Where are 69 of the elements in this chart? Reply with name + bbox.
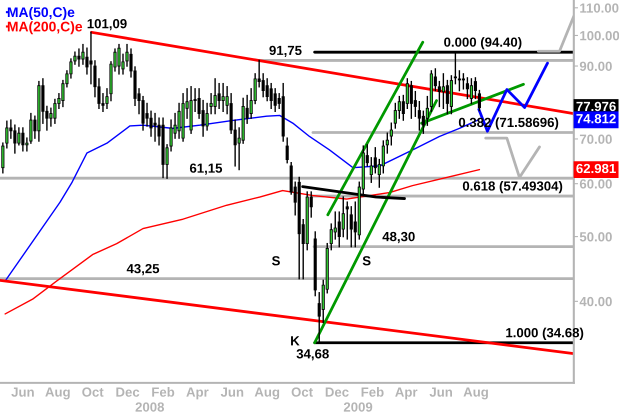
candlestick <box>458 70 461 92</box>
candlestick <box>117 44 121 75</box>
x-tick-label: Dec <box>116 388 140 397</box>
x-tick-label: Apr <box>395 388 418 400</box>
text: 2009 <box>344 402 372 412</box>
x-tick-label: Jun <box>11 388 34 397</box>
candlestick <box>73 51 77 65</box>
candlestick <box>178 102 181 139</box>
x-tick-label: Oct <box>82 387 104 397</box>
y-tick-label: 50.00 <box>580 232 612 242</box>
candlestick <box>470 78 473 104</box>
annotation: 101,09 <box>88 19 127 30</box>
annotation: S <box>362 256 371 266</box>
candlestick <box>442 73 445 109</box>
candlestick <box>286 137 289 164</box>
y-tick-label: 60.00 <box>580 179 612 189</box>
candlestick <box>89 32 93 84</box>
candlestick <box>169 119 173 152</box>
annotation: 61,15 <box>190 163 222 175</box>
annotation: 34,68 <box>296 349 329 360</box>
annotation: S <box>272 256 280 266</box>
legend-label: MA(200,C)e <box>8 21 82 34</box>
y-tick-label: 40.00 <box>580 296 612 306</box>
candlestick <box>77 48 81 67</box>
candlestick <box>145 102 149 127</box>
text: 74.812 <box>576 114 616 124</box>
candlestick <box>418 100 421 131</box>
x-tick-label: Aug <box>254 387 280 400</box>
annotation: 1.000 (34.68) <box>506 328 584 340</box>
candlestick <box>81 44 85 65</box>
y-tick-label: 70.00 <box>580 134 612 144</box>
x-tick-label: Aug <box>45 387 70 400</box>
candlestick <box>438 80 441 108</box>
x-tick-label: Oct <box>292 387 313 397</box>
candlestick <box>390 122 393 146</box>
x-tick-label: Jun <box>430 388 452 397</box>
candlestick <box>13 124 16 154</box>
x-tick-label: Aug <box>463 387 488 400</box>
candlestick <box>17 127 20 146</box>
x-tick-label: Feb <box>152 387 174 397</box>
candlestick <box>153 112 157 142</box>
annotation: 43,25 <box>126 264 160 276</box>
candlestick <box>29 112 32 144</box>
x-tick-label: Feb <box>362 387 384 397</box>
text: 2008 <box>136 402 164 412</box>
text: 62.981 <box>576 164 616 174</box>
annotation: 0.000 (94.40) <box>444 37 522 50</box>
y-tick-label: 90.00 <box>580 62 612 71</box>
text: 77.976 <box>576 102 616 112</box>
annotation: K <box>291 336 300 346</box>
legend-label: MA(50,C)e <box>8 6 74 20</box>
candlestick <box>85 48 89 75</box>
annotation: 0.618 (57.49304) <box>462 180 562 194</box>
candlestick <box>141 96 145 131</box>
annotation: 91,75 <box>269 46 302 57</box>
annotation: 48,30 <box>382 232 415 244</box>
x-tick-label: Jun <box>220 388 244 397</box>
candlestick <box>446 80 449 114</box>
candlestick <box>214 78 217 114</box>
candlestick <box>206 102 209 131</box>
y-tick-label: 110.00 <box>580 3 618 13</box>
candlestick <box>21 127 24 152</box>
x-tick-label: Apr <box>186 388 209 400</box>
candlestick <box>149 110 153 137</box>
x-tick-label: Dec <box>326 388 349 397</box>
candlestick <box>222 82 225 112</box>
y-tick-label: 100.00 <box>580 31 619 40</box>
candlestick <box>410 80 413 119</box>
candlestick <box>105 88 109 109</box>
